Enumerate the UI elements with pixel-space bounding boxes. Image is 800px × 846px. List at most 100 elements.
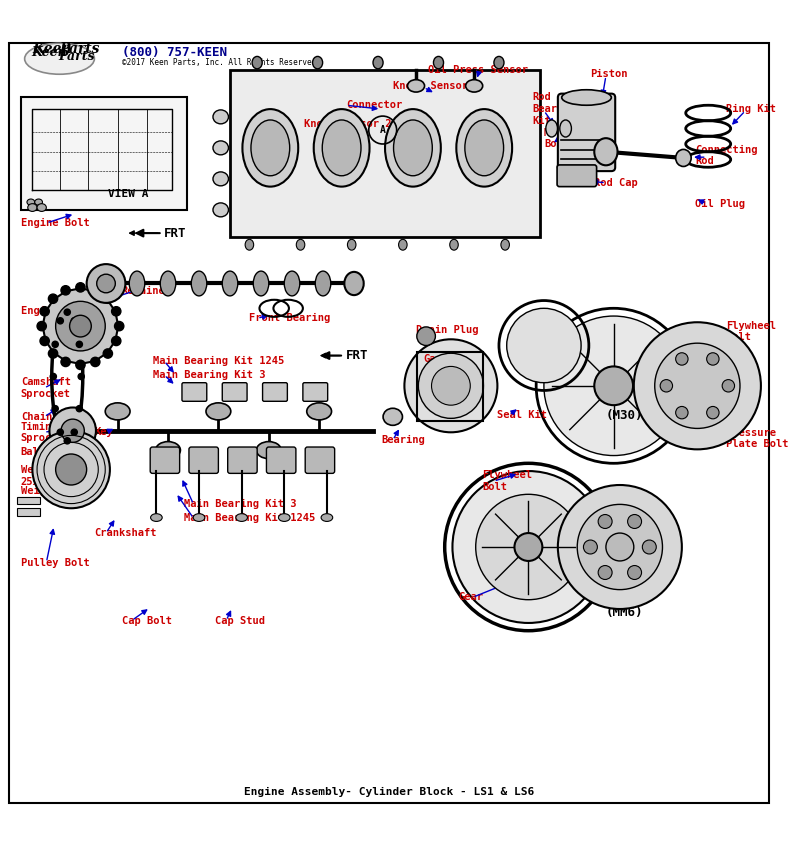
Text: Knock Sensor 2: Knock Sensor 2 bbox=[304, 118, 391, 129]
FancyBboxPatch shape bbox=[558, 94, 615, 171]
Text: Rod
Bearing
Kit: Rod Bearing Kit bbox=[532, 92, 576, 126]
Circle shape bbox=[628, 565, 642, 580]
Circle shape bbox=[40, 306, 50, 316]
Ellipse shape bbox=[321, 514, 333, 521]
Ellipse shape bbox=[28, 204, 37, 212]
Text: Pressure
Plate Bolt: Pressure Plate Bolt bbox=[726, 428, 789, 449]
FancyBboxPatch shape bbox=[303, 382, 328, 401]
FancyBboxPatch shape bbox=[230, 70, 540, 237]
FancyBboxPatch shape bbox=[17, 508, 40, 516]
Circle shape bbox=[43, 289, 118, 363]
Circle shape bbox=[506, 308, 581, 382]
Text: Balancer: Balancer bbox=[21, 448, 70, 458]
Circle shape bbox=[71, 318, 78, 324]
Circle shape bbox=[57, 429, 63, 436]
Text: Plate: Plate bbox=[726, 379, 758, 389]
Text: Connecting
Rod: Connecting Rod bbox=[695, 145, 758, 167]
Ellipse shape bbox=[398, 239, 407, 250]
Circle shape bbox=[676, 353, 688, 365]
FancyBboxPatch shape bbox=[266, 447, 296, 474]
Circle shape bbox=[70, 316, 91, 337]
Ellipse shape bbox=[373, 57, 383, 69]
Ellipse shape bbox=[383, 409, 402, 426]
FancyBboxPatch shape bbox=[189, 447, 218, 474]
Ellipse shape bbox=[213, 203, 229, 217]
Ellipse shape bbox=[347, 239, 356, 250]
Ellipse shape bbox=[465, 120, 504, 176]
FancyBboxPatch shape bbox=[222, 382, 247, 401]
Circle shape bbox=[606, 533, 634, 561]
Text: (MM6): (MM6) bbox=[606, 607, 643, 619]
Circle shape bbox=[544, 316, 683, 455]
Ellipse shape bbox=[385, 109, 441, 187]
Ellipse shape bbox=[150, 514, 162, 521]
Text: Key: Key bbox=[94, 427, 113, 437]
Circle shape bbox=[583, 540, 598, 554]
Circle shape bbox=[76, 405, 82, 412]
Circle shape bbox=[676, 406, 688, 419]
Circle shape bbox=[64, 309, 70, 316]
Circle shape bbox=[50, 373, 57, 380]
Text: Main Bearing Kit 1245: Main Bearing Kit 1245 bbox=[153, 356, 284, 366]
Text: Multi
Bolt: Multi Bolt bbox=[544, 128, 575, 150]
Ellipse shape bbox=[213, 110, 229, 124]
Circle shape bbox=[476, 494, 581, 600]
Ellipse shape bbox=[676, 150, 691, 167]
Circle shape bbox=[111, 337, 121, 346]
Ellipse shape bbox=[315, 271, 330, 296]
Ellipse shape bbox=[252, 57, 262, 69]
Text: Flywheel
Bolt: Flywheel Bolt bbox=[482, 470, 532, 492]
Circle shape bbox=[431, 366, 470, 405]
FancyBboxPatch shape bbox=[17, 497, 40, 504]
Circle shape bbox=[56, 454, 86, 485]
Circle shape bbox=[706, 353, 719, 365]
Text: Chain: Chain bbox=[21, 412, 52, 422]
Circle shape bbox=[57, 318, 63, 324]
Ellipse shape bbox=[501, 239, 510, 250]
Ellipse shape bbox=[213, 172, 229, 186]
Text: Connector: Connector bbox=[346, 100, 402, 110]
Ellipse shape bbox=[296, 239, 305, 250]
Circle shape bbox=[594, 366, 633, 405]
Ellipse shape bbox=[206, 403, 230, 420]
Circle shape bbox=[52, 405, 58, 412]
Circle shape bbox=[634, 322, 761, 449]
Text: Engine Bolt: Engine Bolt bbox=[21, 305, 90, 316]
Text: Engine Assembly- Cylinder Block - LS1 & LS6: Engine Assembly- Cylinder Block - LS1 & … bbox=[244, 787, 534, 797]
Ellipse shape bbox=[213, 141, 229, 155]
Ellipse shape bbox=[306, 403, 331, 420]
Ellipse shape bbox=[27, 199, 34, 206]
Text: Flywheel
Bolt: Flywheel Bolt bbox=[726, 321, 776, 343]
Circle shape bbox=[598, 565, 612, 580]
Circle shape bbox=[61, 286, 70, 295]
Ellipse shape bbox=[546, 120, 558, 137]
Circle shape bbox=[660, 380, 673, 392]
Text: Oil Plug: Oil Plug bbox=[695, 199, 745, 209]
Ellipse shape bbox=[256, 442, 281, 459]
Circle shape bbox=[48, 294, 58, 304]
Circle shape bbox=[76, 360, 85, 370]
Circle shape bbox=[628, 514, 642, 529]
Circle shape bbox=[50, 408, 96, 454]
Circle shape bbox=[642, 540, 656, 554]
Circle shape bbox=[61, 357, 70, 366]
Ellipse shape bbox=[313, 57, 322, 69]
Ellipse shape bbox=[251, 120, 290, 176]
Circle shape bbox=[76, 283, 85, 292]
Ellipse shape bbox=[562, 90, 611, 105]
Circle shape bbox=[598, 514, 612, 529]
Circle shape bbox=[418, 354, 483, 419]
Circle shape bbox=[90, 357, 100, 366]
Ellipse shape bbox=[242, 109, 298, 187]
Text: Flywheel: Flywheel bbox=[559, 571, 610, 581]
Text: Crankshaft: Crankshaft bbox=[94, 528, 157, 538]
Ellipse shape bbox=[434, 57, 443, 69]
Text: Main Bearing Kit 3: Main Bearing Kit 3 bbox=[183, 499, 296, 509]
Circle shape bbox=[48, 349, 58, 358]
Text: Piston: Piston bbox=[590, 69, 628, 80]
Circle shape bbox=[97, 274, 115, 293]
FancyBboxPatch shape bbox=[182, 382, 206, 401]
Text: Camshaft
Sprocket: Camshaft Sprocket bbox=[21, 377, 70, 399]
Circle shape bbox=[417, 327, 435, 345]
Circle shape bbox=[64, 437, 70, 444]
